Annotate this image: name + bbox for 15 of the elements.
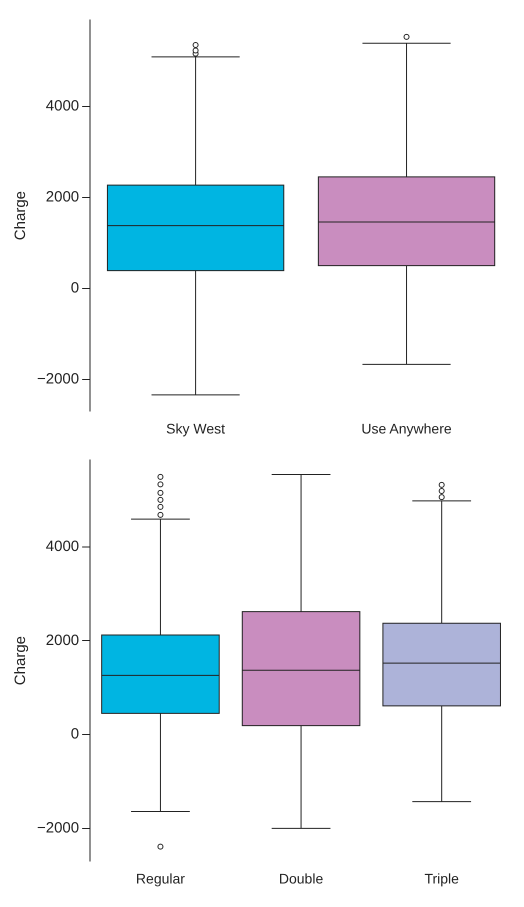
x-tick-label: Sky West [166,420,226,436]
x-tick-label: Regular [136,870,186,886]
y-tick-label: −2000 [36,819,80,836]
y-axis-title: Charge [12,636,30,686]
y-tick-label: 4000 [46,538,80,555]
x-tick-label: Triple [424,870,460,886]
y-tick-label: −2000 [36,370,80,388]
y-tick-label: 0 [70,726,80,743]
x-tick-label: Use Anywhere [361,420,452,436]
y-tick-label: 2000 [46,188,80,206]
y-axis-title: Charge [12,191,30,240]
y-tick-label: 4000 [46,98,80,115]
x-tick-label: Double [278,870,324,886]
y-tick-label: 0 [70,280,80,297]
y-tick-label: 2000 [46,632,80,649]
